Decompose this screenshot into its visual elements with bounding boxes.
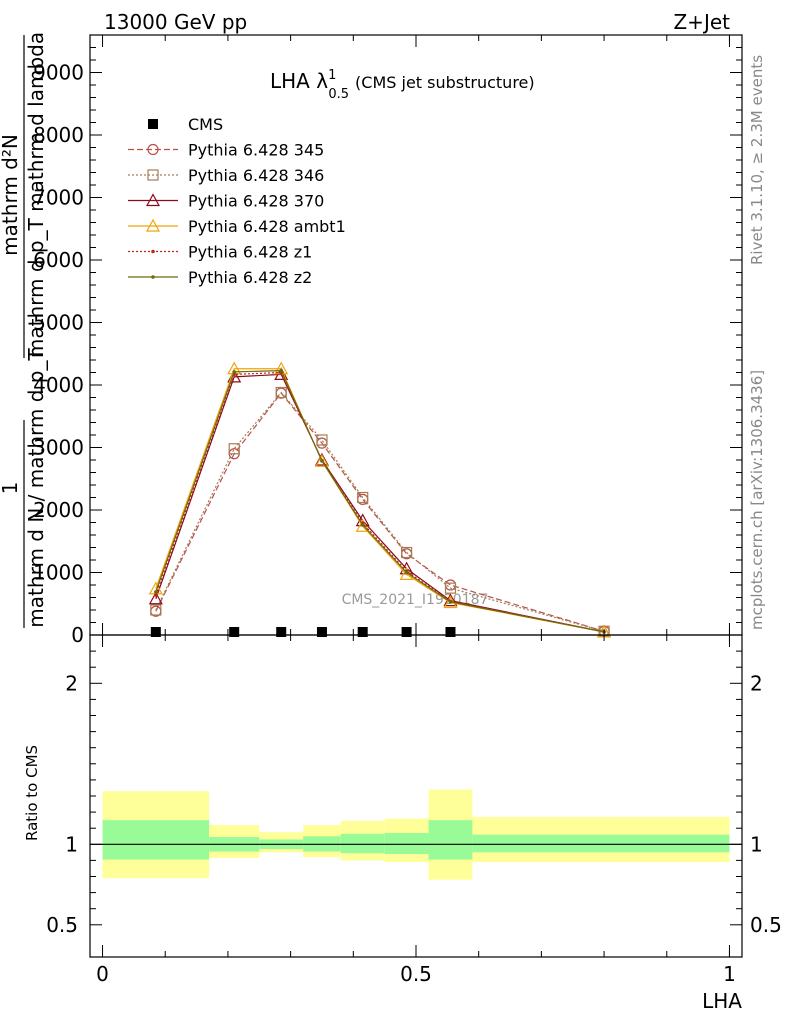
ratio-inner-band (102, 820, 210, 860)
ratio-y-tick-label: 1 (65, 832, 78, 856)
chart-title-suffix: (CMS jet substructure) (355, 73, 535, 92)
legend-marker (145, 193, 161, 207)
y-tick-label: 0 (71, 623, 84, 647)
chart-title-sub: 0.5 (328, 87, 349, 102)
data-point (314, 453, 329, 467)
main-y-axis: 0 1000 2000 3000 4000 5000 6000 7000 8000 9000 (33, 34, 742, 647)
data-point (150, 627, 161, 637)
y-tick-label: 2000 (33, 498, 84, 522)
data-point (229, 627, 240, 637)
legend-marker (151, 249, 155, 254)
ratio-y-axis: 0.5 0.5 1 1 2 2 (46, 650, 782, 937)
data-point (444, 582, 457, 594)
data-point (275, 386, 287, 399)
legend-label: Pythia 6.428 z2 (188, 268, 312, 287)
legend: CMS Pythia 6.428 345 Pythia 6.428 346 Pythi… (128, 115, 346, 287)
x-tick-label: 1 (723, 962, 736, 986)
legend-label: CMS (188, 115, 223, 134)
legend-label: Pythia 6.428 346 (188, 166, 324, 185)
chart-title: LHA λ1 0.5 (CMS jet substructure) (270, 68, 535, 102)
data-point (154, 593, 158, 597)
data-point (401, 627, 412, 637)
legend-label: Pythia 6.428 370 (188, 192, 324, 211)
y-tick-label: 7000 (33, 186, 84, 210)
chart-title-sup: 1 (328, 68, 336, 83)
series-line (155, 371, 605, 633)
data-point (150, 604, 162, 616)
ratio-bands (90, 789, 742, 880)
y-tick-label: 4000 (33, 373, 84, 397)
data-point (232, 370, 236, 374)
data-point (154, 590, 158, 594)
x-tick-label: 0 (96, 962, 109, 986)
series-layer (148, 361, 612, 638)
series-line (155, 373, 605, 633)
chart-title-main: LHA λ (270, 69, 328, 93)
y-tick-label: 1000 (33, 561, 84, 585)
legend-marker (147, 169, 159, 181)
mcplots-label: mcplots.cern.ch [arXiv:1306.3436] (748, 370, 766, 630)
x-axis-label: LHA (702, 989, 742, 1013)
legend-marker (151, 275, 155, 279)
y-tick-label: 5000 (33, 311, 84, 335)
legend-entry: Pythia 6.428 z1 (128, 243, 312, 262)
ylabel-frac-one: 1 (0, 482, 22, 495)
series-line (155, 392, 605, 632)
ratio-inner-band (384, 833, 429, 854)
ratio-x-axis: 0 0.5 1 (96, 635, 736, 986)
legend-marker (147, 143, 159, 156)
ylabel-denominator: mathrm d p_T mathrm d lambda (24, 32, 48, 358)
y-tick-label: 6000 (33, 248, 84, 272)
legend-entry: Pythia 6.428 345 (128, 141, 324, 160)
legend-entry: Pythia 6.428 z2 (128, 268, 312, 287)
legend-label: Pythia 6.428 ambt1 (188, 217, 346, 236)
data-point (400, 546, 413, 559)
ratio-inner-band (428, 820, 473, 860)
y-tick-label: 3000 (33, 436, 84, 460)
x-tick-label: 0.5 (400, 962, 432, 986)
rivet-version-label: Rivet 3.1.10, ≥ 2.3M events (748, 55, 766, 265)
legend-entry: CMS (148, 115, 223, 134)
legend-entry: Pythia 6.428 ambt1 (128, 217, 346, 236)
main-y-axis-label: 1 mathrm d N / mathrm d p_T mathrm d²N m… (0, 32, 48, 628)
data-point (316, 434, 328, 446)
ratio-y-axis-label: Ratio to CMS (23, 745, 41, 841)
ratio-inner-band (340, 833, 385, 854)
series-0 (150, 627, 456, 637)
data-point (357, 491, 369, 504)
header-right-label: Z+Jet (673, 10, 730, 34)
data-point (445, 627, 456, 637)
ylabel-frac-den: mathrm d N / mathrm d p_T (24, 348, 48, 628)
ratio-y-tick-label-right: 2 (750, 671, 763, 695)
ratio-inner-band (472, 834, 730, 853)
series-line (155, 370, 605, 633)
data-point (357, 627, 368, 637)
data-point (276, 627, 287, 637)
legend-marker (148, 119, 158, 129)
data-point (448, 600, 453, 604)
data-point (279, 368, 284, 373)
data-point (148, 591, 163, 605)
ratio-y-tick-label-right: 0.5 (750, 913, 782, 937)
data-point (404, 570, 409, 575)
data-point (320, 459, 324, 463)
legend-label: Pythia 6.428 345 (188, 141, 324, 160)
data-point (360, 523, 365, 527)
ratio-y-tick-label: 2 (65, 671, 78, 695)
data-point (316, 627, 327, 637)
legend-entry: Pythia 6.428 370 (128, 192, 324, 211)
data-point (228, 443, 240, 455)
ratio-y-tick-label-right: 1 (750, 832, 763, 856)
ylabel-numerator: mathrm d²N (0, 134, 22, 256)
header-left-label: 13000 GeV pp (104, 10, 247, 34)
ratio-y-tick-label: 0.5 (46, 913, 78, 937)
legend-label: Pythia 6.428 z1 (188, 243, 312, 262)
y-tick-label: 8000 (33, 123, 84, 147)
legend-entry: Pythia 6.428 346 (128, 166, 324, 185)
y-tick-label: 9000 (33, 61, 84, 85)
legend-marker (145, 218, 161, 232)
